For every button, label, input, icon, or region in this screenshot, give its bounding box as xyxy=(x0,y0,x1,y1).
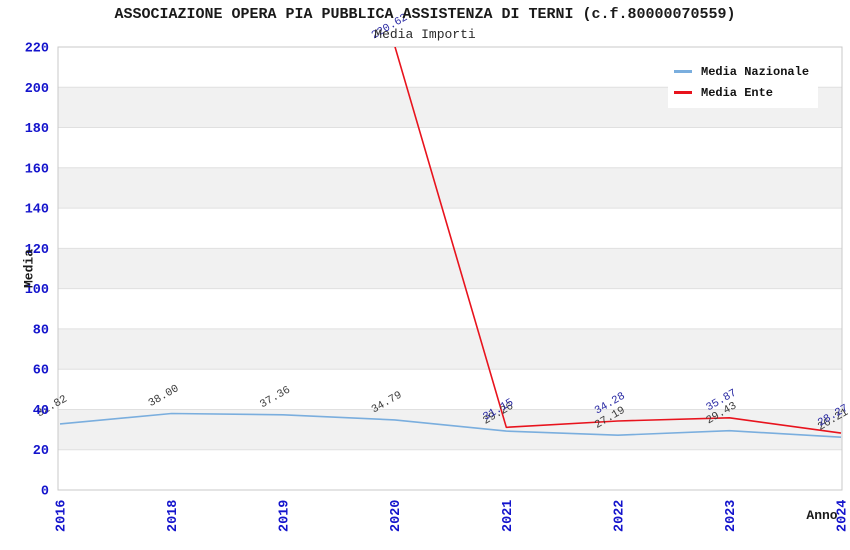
x-tick-label: 2024 xyxy=(836,500,850,532)
plot-band xyxy=(58,409,842,450)
plot-band xyxy=(58,167,842,209)
x-tick-label: 2023 xyxy=(724,500,739,532)
plot-band xyxy=(58,449,842,490)
x-tick-label: 2022 xyxy=(612,500,627,532)
x-tick-label: 2019 xyxy=(278,500,293,532)
y-tick-label: 60 xyxy=(33,364,49,379)
legend-item-media-nazionale: Media Nazionale xyxy=(674,61,812,82)
y-tick-label: 220 xyxy=(25,42,49,57)
y-tick-label: 180 xyxy=(25,122,49,137)
x-axis-label: Anno xyxy=(806,508,838,523)
y-tick-label: 40 xyxy=(33,404,49,419)
x-tick-label: 2020 xyxy=(389,500,404,532)
y-axis-label: Media xyxy=(21,249,37,289)
y-tick-label: 100 xyxy=(25,283,49,298)
y-tick-label: 140 xyxy=(25,203,49,218)
x-tick-label: 2021 xyxy=(501,500,516,532)
legend-label: Media Nazionale xyxy=(701,64,810,79)
chart-title: ASSOCIAZIONE OPERA PIA PUBBLICA ASSISTEN… xyxy=(114,6,736,23)
series-line-media-ente xyxy=(394,47,842,434)
chart-subtitle: Media Importi xyxy=(374,27,476,42)
series-line-media-nazionale xyxy=(59,412,842,438)
plot-band xyxy=(58,328,842,370)
media-nazionale-line-swatch xyxy=(674,70,692,73)
plot-band xyxy=(58,248,842,289)
legend-label: Media Ente xyxy=(701,85,774,100)
legend: Media Nazionale Media Ente xyxy=(668,56,818,108)
y-tick-label: 120 xyxy=(25,243,49,258)
plot-band xyxy=(58,288,842,329)
x-tick-label: 2018 xyxy=(166,500,181,532)
y-tick-label: 160 xyxy=(25,162,49,177)
x-tick-label: 2016 xyxy=(55,500,70,532)
y-tick-label: 0 xyxy=(41,485,49,500)
legend-item-media-ente: Media Ente xyxy=(674,82,812,103)
y-tick-label: 80 xyxy=(33,323,49,338)
y-tick-label: 20 xyxy=(33,444,49,459)
plot-band xyxy=(58,127,842,168)
y-tick-label: 200 xyxy=(25,82,49,97)
plot-border xyxy=(57,46,843,491)
media-ente-line-swatch xyxy=(674,91,692,94)
plot-band xyxy=(58,208,842,249)
plot-band xyxy=(58,369,842,410)
